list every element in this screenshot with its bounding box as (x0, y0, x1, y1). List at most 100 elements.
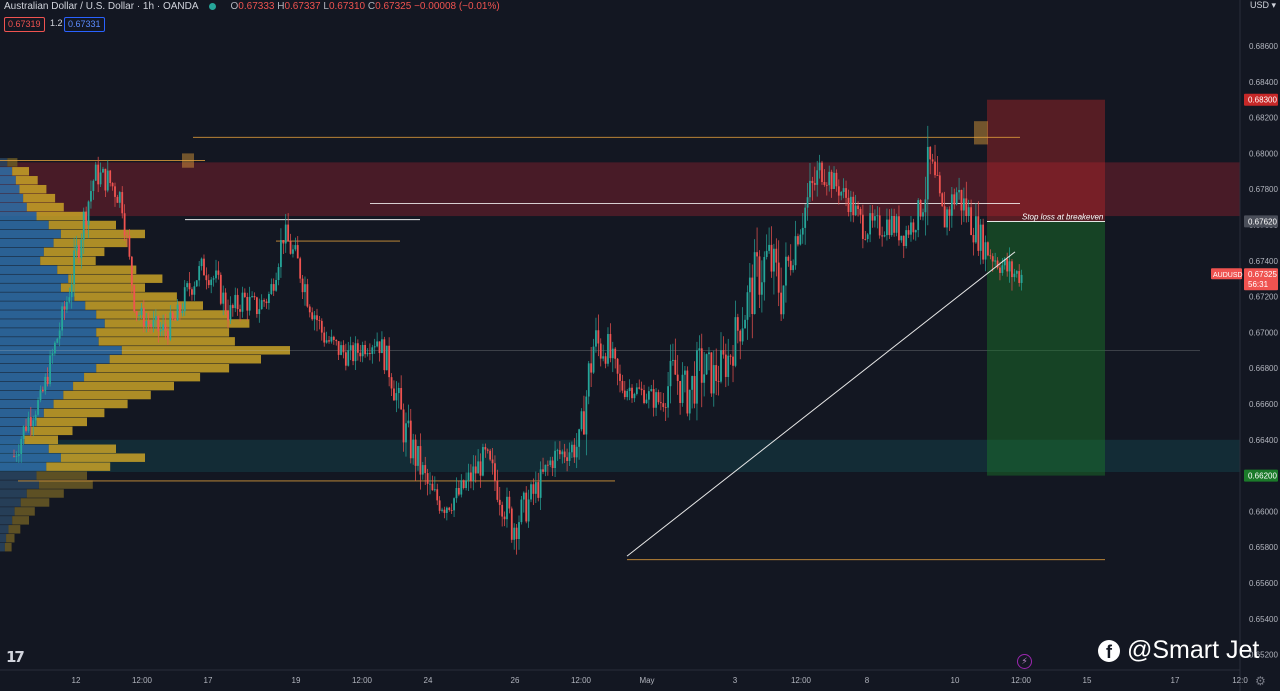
target-price-tag[interactable] (1244, 469, 1278, 482)
candle-body (703, 374, 706, 383)
entry-price-tag[interactable] (1244, 215, 1278, 228)
stop-price-tag[interactable] (1244, 93, 1278, 106)
uptrend-line[interactable] (626, 251, 1016, 557)
candle (775, 238, 778, 277)
candle (1013, 268, 1016, 282)
candle-body (659, 402, 662, 404)
candle (616, 357, 619, 386)
candle-body (792, 265, 795, 271)
price-axis[interactable]: 0.68600 0.68400 0.68200 0.68000 0.67800 0.676… (1211, 0, 1280, 691)
candle-body (253, 296, 256, 298)
gear-icon[interactable]: ⚙ (1255, 674, 1266, 688)
profile-row-buy (0, 184, 20, 194)
candle (857, 201, 859, 217)
candle (539, 461, 542, 510)
candle (847, 189, 850, 217)
candle-body (549, 460, 552, 466)
candle (758, 250, 761, 309)
candle-body (489, 450, 492, 460)
short-position-tool[interactable]: Stop loss at breakeven (987, 99, 1105, 476)
profile-row-sell (30, 426, 73, 436)
candle-body (650, 389, 653, 392)
candle-body (359, 352, 362, 357)
candle (662, 392, 665, 412)
candle-body (893, 215, 896, 233)
candle-body (210, 279, 213, 286)
candle-body (941, 193, 944, 207)
flash-icon[interactable]: ⚡ (1017, 654, 1032, 669)
candle (926, 125, 929, 226)
candle-body (455, 487, 458, 499)
candle-body (61, 306, 63, 331)
symbol-tag[interactable] (1211, 268, 1242, 280)
profile-row-buy (0, 301, 86, 310)
candle-body (830, 171, 833, 190)
trendline[interactable] (626, 251, 1016, 557)
candle-body (239, 309, 241, 312)
candle (989, 249, 992, 260)
candle-body (609, 334, 612, 359)
tradingview-logo-icon[interactable]: 17 (6, 648, 25, 666)
candle (409, 408, 412, 464)
candle-body (431, 483, 434, 491)
profile-row-buy (0, 319, 105, 328)
high-label: H (277, 1, 285, 12)
candle-body (212, 278, 215, 280)
candle-body (770, 244, 773, 272)
candle (224, 288, 227, 315)
sell-price-button[interactable]: 0.67319 (4, 17, 45, 32)
candle-body (66, 301, 68, 310)
candle (402, 403, 405, 452)
candle-body (575, 446, 578, 458)
profile-row-buy (0, 211, 37, 221)
profile-row-buy (0, 158, 8, 167)
candle-body (556, 450, 559, 452)
symbol-title[interactable]: Australian Dollar / U.S. Dollar · 1h · O… (4, 1, 198, 12)
candle (799, 229, 802, 246)
candle (975, 203, 977, 244)
candle (265, 298, 268, 309)
profile-row-buy (0, 202, 27, 212)
buy-price-button[interactable]: 0.67331 (64, 17, 105, 32)
candle-body (68, 297, 71, 302)
candle (142, 299, 145, 333)
candle (962, 187, 965, 223)
candle-body (407, 420, 410, 424)
horizontal-levels[interactable] (0, 121, 1105, 561)
candle-body (157, 316, 160, 332)
candle (787, 255, 790, 267)
candle-body (645, 399, 648, 404)
candle-body (477, 461, 480, 474)
candle (955, 187, 958, 206)
candle (780, 267, 783, 321)
candle-body (352, 345, 354, 362)
candle-body (179, 304, 181, 313)
candle-body (614, 348, 617, 359)
candle (837, 179, 840, 205)
candle (477, 449, 480, 474)
candle-body (248, 296, 251, 311)
time-tick-label: 15 (1083, 676, 1092, 685)
candle-body (874, 216, 876, 221)
candle (56, 337, 59, 344)
profile-row-buy (0, 292, 75, 301)
candle-body (837, 186, 840, 196)
candle (371, 344, 374, 364)
candle (635, 383, 638, 396)
time-axis[interactable]: 12 12:00 17 19 12:00 24 26 12:00 May 3 12:00 8 10 12:… (0, 669, 1248, 685)
candle (756, 227, 758, 277)
stop-loss-zone[interactable] (987, 99, 1105, 222)
candle-body (910, 222, 912, 235)
candle-body (647, 391, 650, 400)
last-price-tag[interactable] (1244, 268, 1278, 291)
candle (960, 189, 963, 225)
currency-selector[interactable]: USD ▾ (1249, 0, 1276, 10)
price-tick-label: 0.66800 (1249, 364, 1278, 373)
candle (924, 176, 927, 236)
candle-body (823, 181, 826, 185)
price-tick-label: 0.68400 (1249, 78, 1278, 87)
candle (25, 418, 27, 433)
candle-body (46, 376, 49, 384)
candle-body (34, 414, 37, 421)
